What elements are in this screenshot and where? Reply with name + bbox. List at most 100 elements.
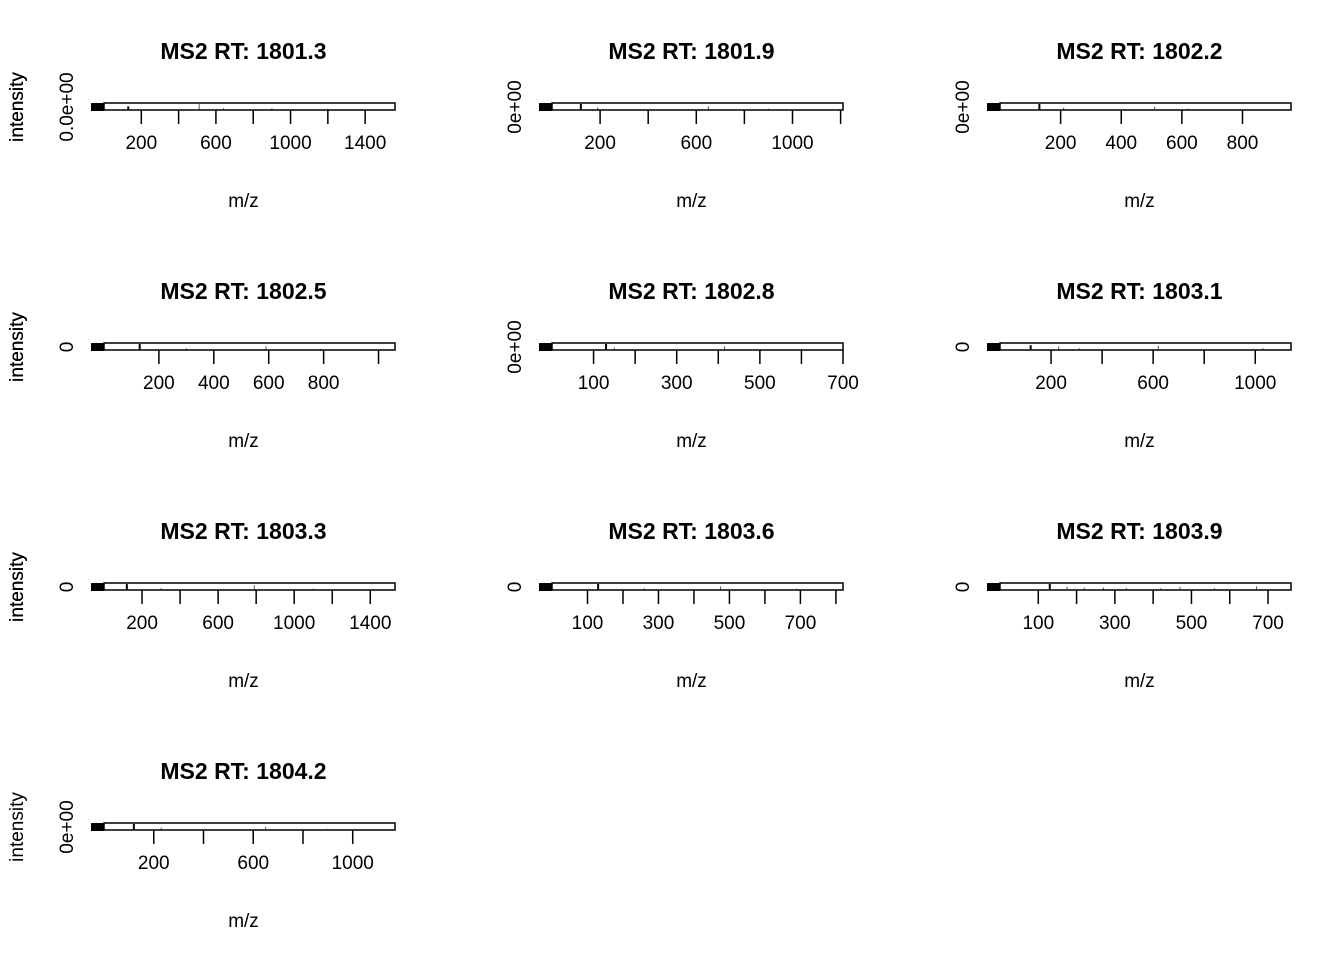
x-tick-label: 600 xyxy=(680,133,712,154)
x-axis-label: m/z xyxy=(228,191,259,212)
panel-title: MS2 RT: 1801.9 xyxy=(608,38,774,64)
x-axis-label: m/z xyxy=(228,911,259,932)
x-tick-label: 600 xyxy=(237,853,269,874)
x-tick-label: 200 xyxy=(138,853,170,874)
y-axis-label: intensity xyxy=(7,552,28,622)
y-axis-label: intensity xyxy=(7,72,28,142)
spectrum-panel: MS2 RT: 1803.9 intensity m/z 0 100 300 500 700 xyxy=(7,518,1292,692)
plot-frame xyxy=(551,102,844,111)
y-tick-label: 0 xyxy=(57,582,78,593)
x-tick-label: 1000 xyxy=(269,133,311,154)
y-axis-line xyxy=(91,583,104,591)
x-tick-label: 200 xyxy=(584,133,616,154)
x-axis-label: m/z xyxy=(1124,191,1155,212)
x-tick-label: 200 xyxy=(143,373,175,394)
spectrum-panel: MS2 RT: 1801.3 intensity m/z 0.0e+00 200 600 1… xyxy=(7,38,396,212)
y-axis-label: intensity xyxy=(7,312,28,382)
y-axis-line xyxy=(539,103,552,111)
panel-title: MS2 RT: 1802.8 xyxy=(608,278,774,304)
y-tick-label: 0e+00 xyxy=(57,800,78,853)
plot-frame xyxy=(103,582,396,591)
spectrum-panel: MS2 RT: 1801.9 intensity m/z 0e+00 200 600 100… xyxy=(7,38,844,212)
x-axis-label: m/z xyxy=(228,671,259,692)
x-tick-label: 600 xyxy=(200,133,232,154)
y-axis-label: intensity xyxy=(7,72,28,142)
x-tick-label: 200 xyxy=(126,613,158,634)
y-axis-line xyxy=(539,343,552,351)
x-axis-label: m/z xyxy=(676,191,707,212)
panel-title: MS2 RT: 1804.2 xyxy=(160,758,326,784)
y-axis-line xyxy=(987,103,1000,111)
x-axis-label: m/z xyxy=(676,431,707,452)
y-axis-line xyxy=(987,343,1000,351)
x-axis-label: m/z xyxy=(676,671,707,692)
x-tick-label: 500 xyxy=(744,373,776,394)
spectrum-panel: MS2 RT: 1802.2 intensity m/z 0e+00 200 400 600… xyxy=(7,38,1292,212)
plot-frame xyxy=(103,102,396,111)
y-axis-line xyxy=(91,823,104,831)
plot-frame xyxy=(103,342,396,351)
x-tick-label: 700 xyxy=(1252,613,1284,634)
y-tick-label: 0 xyxy=(953,342,974,353)
x-tick-label: 1000 xyxy=(1234,373,1276,394)
x-tick-label: 600 xyxy=(1166,133,1198,154)
panel-title: MS2 RT: 1802.2 xyxy=(1056,38,1222,64)
spectrum-panel: MS2 RT: 1802.5 intensity m/z 0 200 400 600 800 xyxy=(7,278,396,452)
y-tick-label: 0 xyxy=(57,342,78,353)
y-axis-line xyxy=(91,103,104,111)
y-tick-label: 0e+00 xyxy=(505,80,526,133)
x-tick-label: 700 xyxy=(827,373,859,394)
x-tick-label: 1400 xyxy=(344,133,386,154)
x-tick-label: 300 xyxy=(661,373,693,394)
panel-title: MS2 RT: 1801.3 xyxy=(160,38,326,64)
y-axis-line xyxy=(91,343,104,351)
x-tick-label: 400 xyxy=(1105,133,1137,154)
y-axis-label: intensity xyxy=(7,552,28,622)
x-tick-label: 200 xyxy=(1045,133,1077,154)
x-tick-label: 500 xyxy=(1176,613,1208,634)
x-tick-label: 1000 xyxy=(771,133,813,154)
x-tick-label: 600 xyxy=(1137,373,1169,394)
y-axis-label: intensity xyxy=(7,72,28,142)
y-axis-label: intensity xyxy=(7,552,28,622)
spectrum-panel: MS2 RT: 1802.8 intensity m/z 0e+00 100 300 500… xyxy=(7,278,859,452)
x-tick-label: 600 xyxy=(202,613,234,634)
x-tick-label: 300 xyxy=(1099,613,1131,634)
y-axis-label: intensity xyxy=(7,792,28,862)
x-tick-label: 500 xyxy=(714,613,746,634)
x-tick-label: 800 xyxy=(1227,133,1259,154)
y-tick-label: 0 xyxy=(505,582,526,593)
y-axis-line xyxy=(539,583,552,591)
panel-title: MS2 RT: 1803.3 xyxy=(160,518,326,544)
panel-title: MS2 RT: 1802.5 xyxy=(160,278,326,304)
y-axis-label: intensity xyxy=(7,312,28,382)
plot-frame xyxy=(551,342,844,351)
panel-title: MS2 RT: 1803.1 xyxy=(1056,278,1222,304)
x-tick-label: 100 xyxy=(578,373,610,394)
x-tick-label: 1000 xyxy=(332,853,374,874)
plot-frame xyxy=(999,582,1292,591)
x-tick-label: 400 xyxy=(198,373,230,394)
x-axis-label: m/z xyxy=(228,431,259,452)
x-tick-label: 300 xyxy=(643,613,675,634)
plot-frame xyxy=(999,342,1292,351)
spectrum-panel: MS2 RT: 1803.6 intensity m/z 0 100 300 500 700 xyxy=(7,518,844,692)
x-axis-label: m/z xyxy=(1124,671,1155,692)
x-tick-label: 1400 xyxy=(349,613,391,634)
panel-title: MS2 RT: 1803.9 xyxy=(1056,518,1222,544)
plot-frame xyxy=(103,822,396,831)
y-axis-label: intensity xyxy=(7,312,28,382)
y-tick-label: 0e+00 xyxy=(953,80,974,133)
panel-title: MS2 RT: 1803.6 xyxy=(608,518,774,544)
spectrum-panel: MS2 RT: 1804.2 intensity m/z 0e+00 200 600 100… xyxy=(7,758,396,932)
y-tick-label: 0e+00 xyxy=(505,320,526,373)
y-tick-label: 0.0e+00 xyxy=(57,72,78,141)
plot-frame xyxy=(551,582,844,591)
x-tick-label: 100 xyxy=(1022,613,1054,634)
x-tick-label: 200 xyxy=(125,133,157,154)
x-tick-label: 600 xyxy=(253,373,285,394)
x-tick-label: 700 xyxy=(785,613,817,634)
